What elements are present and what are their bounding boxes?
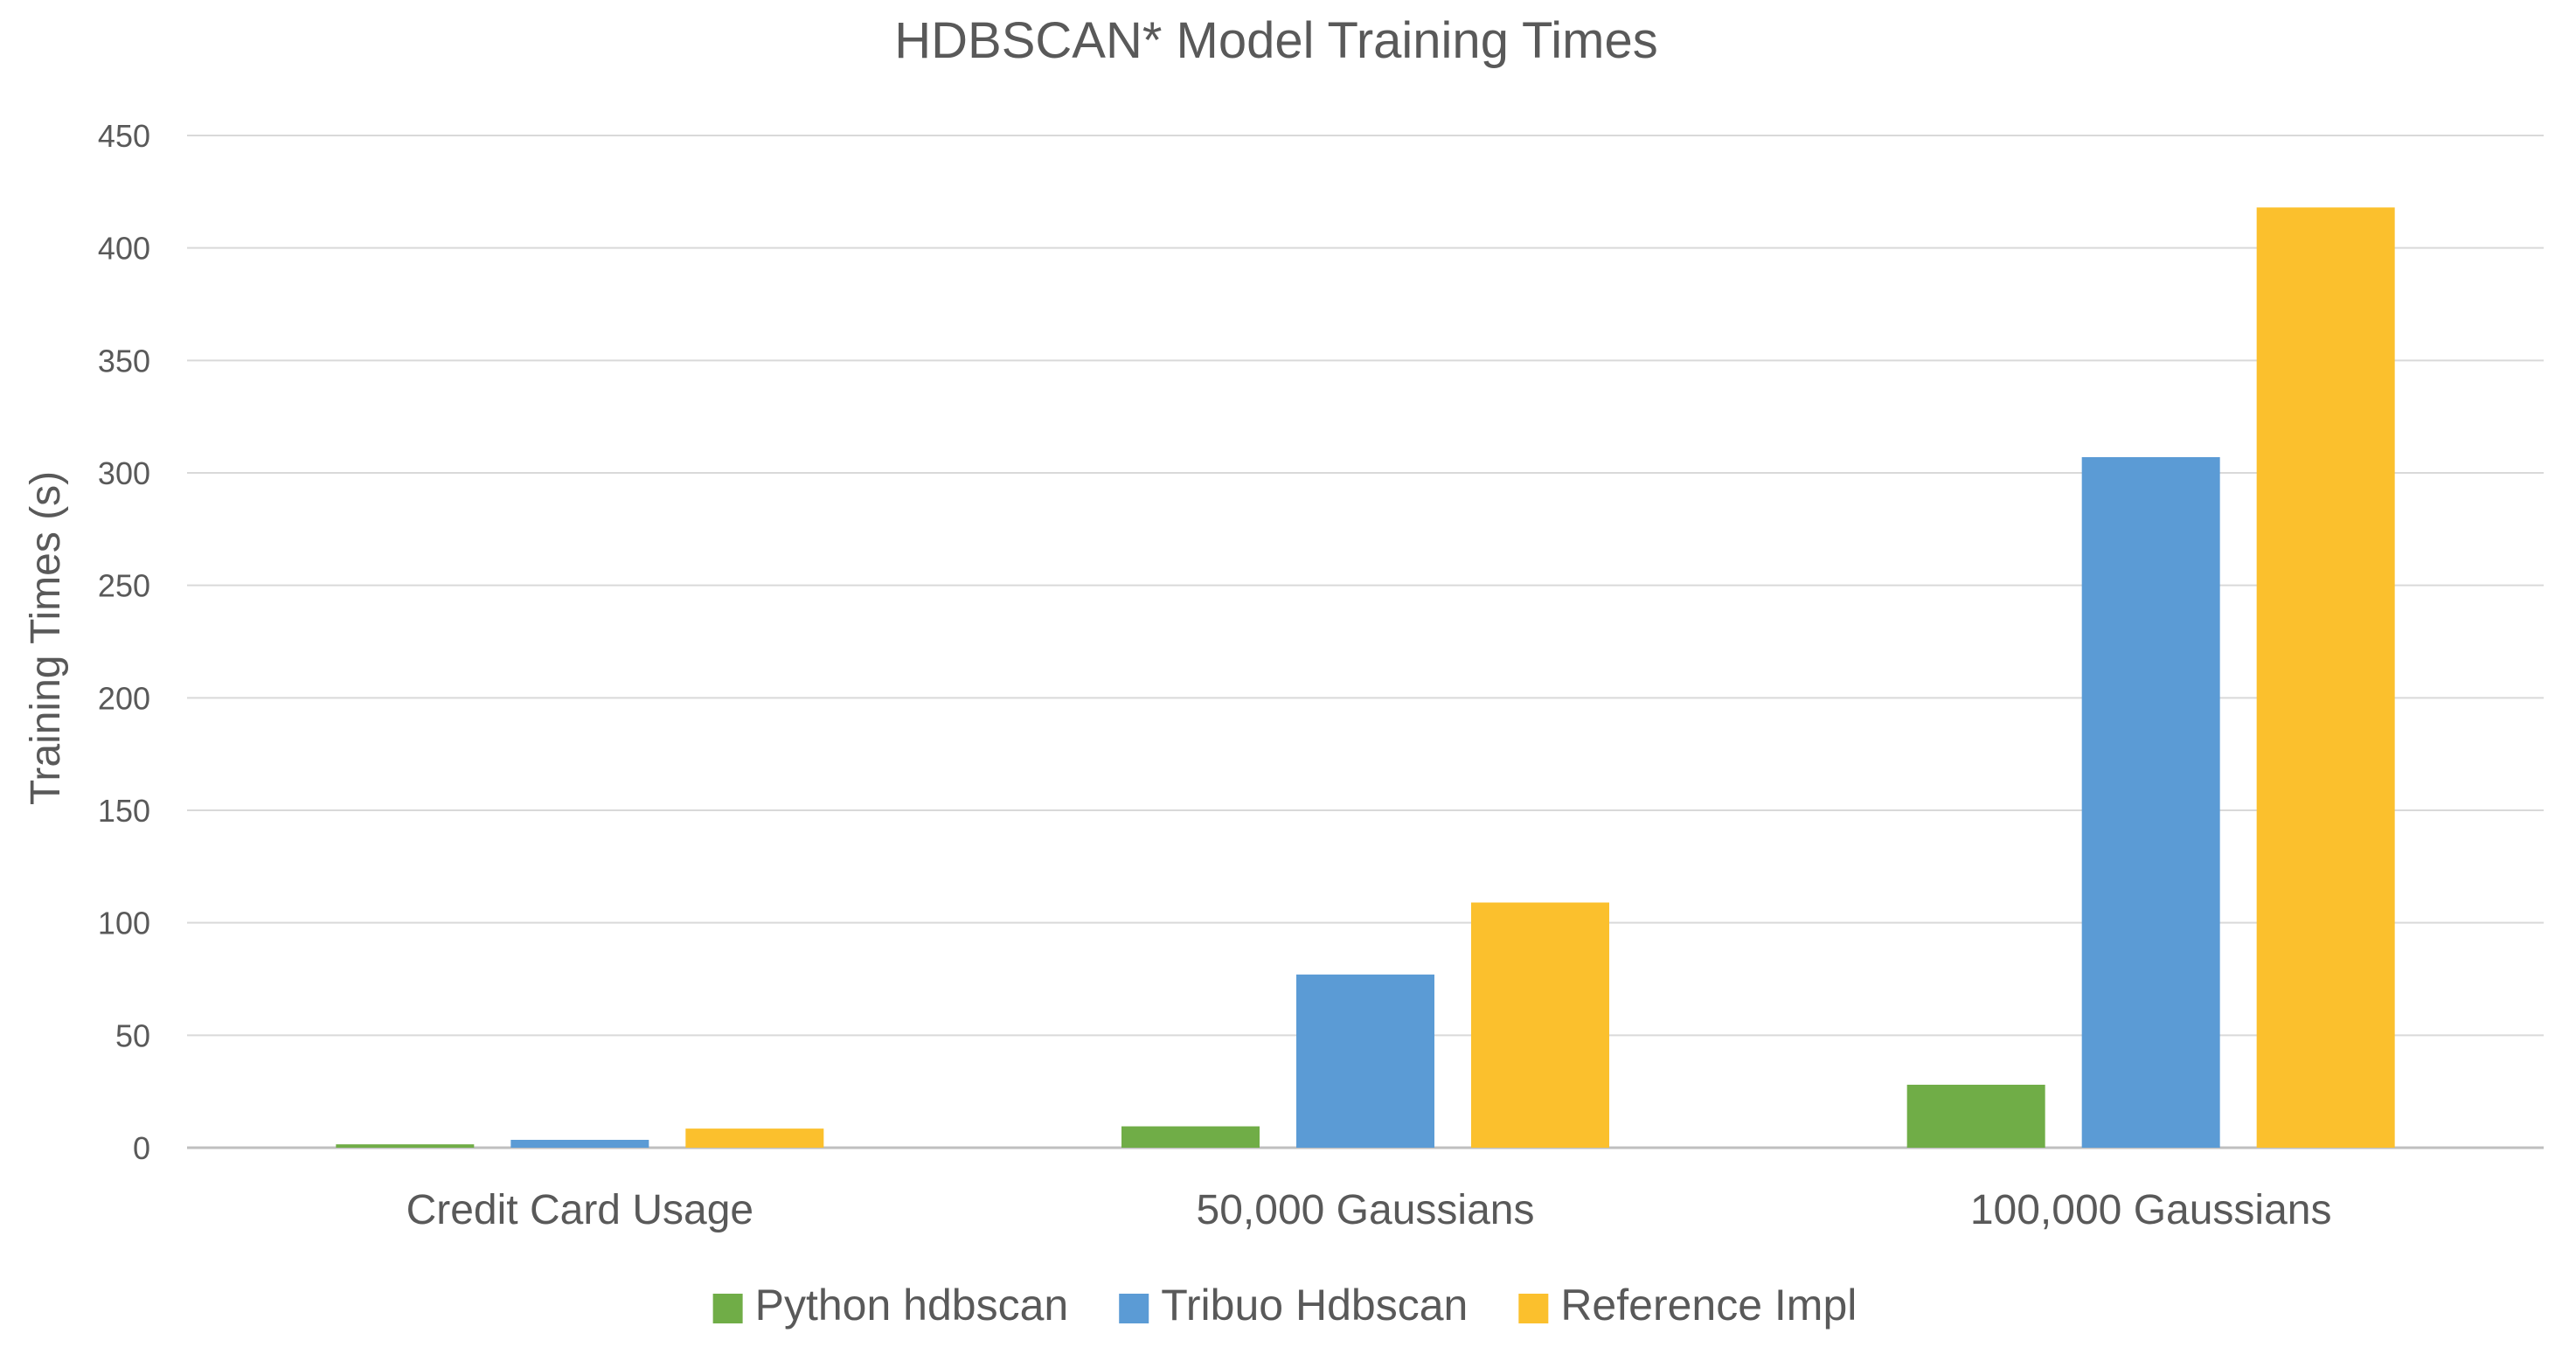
- chart-title: HDBSCAN* Model Training Times: [894, 12, 1658, 69]
- y-tick-label: 150: [98, 793, 150, 829]
- bar: [1296, 974, 1434, 1148]
- y-tick-label: 400: [98, 231, 150, 267]
- y-tick-label: 450: [98, 118, 150, 154]
- bar: [510, 1139, 649, 1148]
- bars: [336, 207, 2395, 1148]
- y-tick-label: 350: [98, 343, 150, 378]
- legend-label: Tribuo Hdbscan: [1161, 1281, 1468, 1330]
- y-tick-label: 250: [98, 568, 150, 604]
- bar: [1906, 1084, 2045, 1148]
- bar: [2081, 456, 2220, 1148]
- x-category-label: 50,000 Gaussians: [1197, 1187, 1535, 1233]
- bar: [1121, 1126, 1260, 1148]
- y-tick-label: 0: [133, 1130, 150, 1166]
- y-tick-label: 200: [98, 680, 150, 716]
- y-tick-label: 50: [115, 1017, 150, 1053]
- y-tick-label: 300: [98, 455, 150, 491]
- bar: [2256, 207, 2395, 1148]
- bar: [336, 1144, 475, 1148]
- legend-swatch: [712, 1294, 743, 1323]
- legend: Python hdbscan Tribuo Hdbscan Reference Im…: [712, 1281, 1857, 1330]
- bar: [685, 1128, 824, 1148]
- x-category-label: Credit Card Usage: [406, 1187, 754, 1233]
- legend-label: Python hdbscan: [755, 1281, 1069, 1330]
- y-axis-title: Training Times (s): [23, 471, 69, 805]
- legend-label: Reference Impl: [1560, 1281, 1857, 1330]
- y-tick-label: 100: [98, 906, 150, 941]
- legend-swatch: [1518, 1294, 1549, 1323]
- legend-swatch: [1119, 1294, 1149, 1323]
- y-tick-labels: 0 50 100 150 200 250 300 350 400 450: [98, 118, 150, 1166]
- bar: [1471, 902, 1609, 1148]
- gridlines: [187, 135, 2544, 1149]
- x-category-labels: Credit Card Usage 50,000 Gaussians 100,000…: [406, 1187, 2332, 1233]
- x-category-label: 100,000 Gaussians: [1970, 1187, 2332, 1233]
